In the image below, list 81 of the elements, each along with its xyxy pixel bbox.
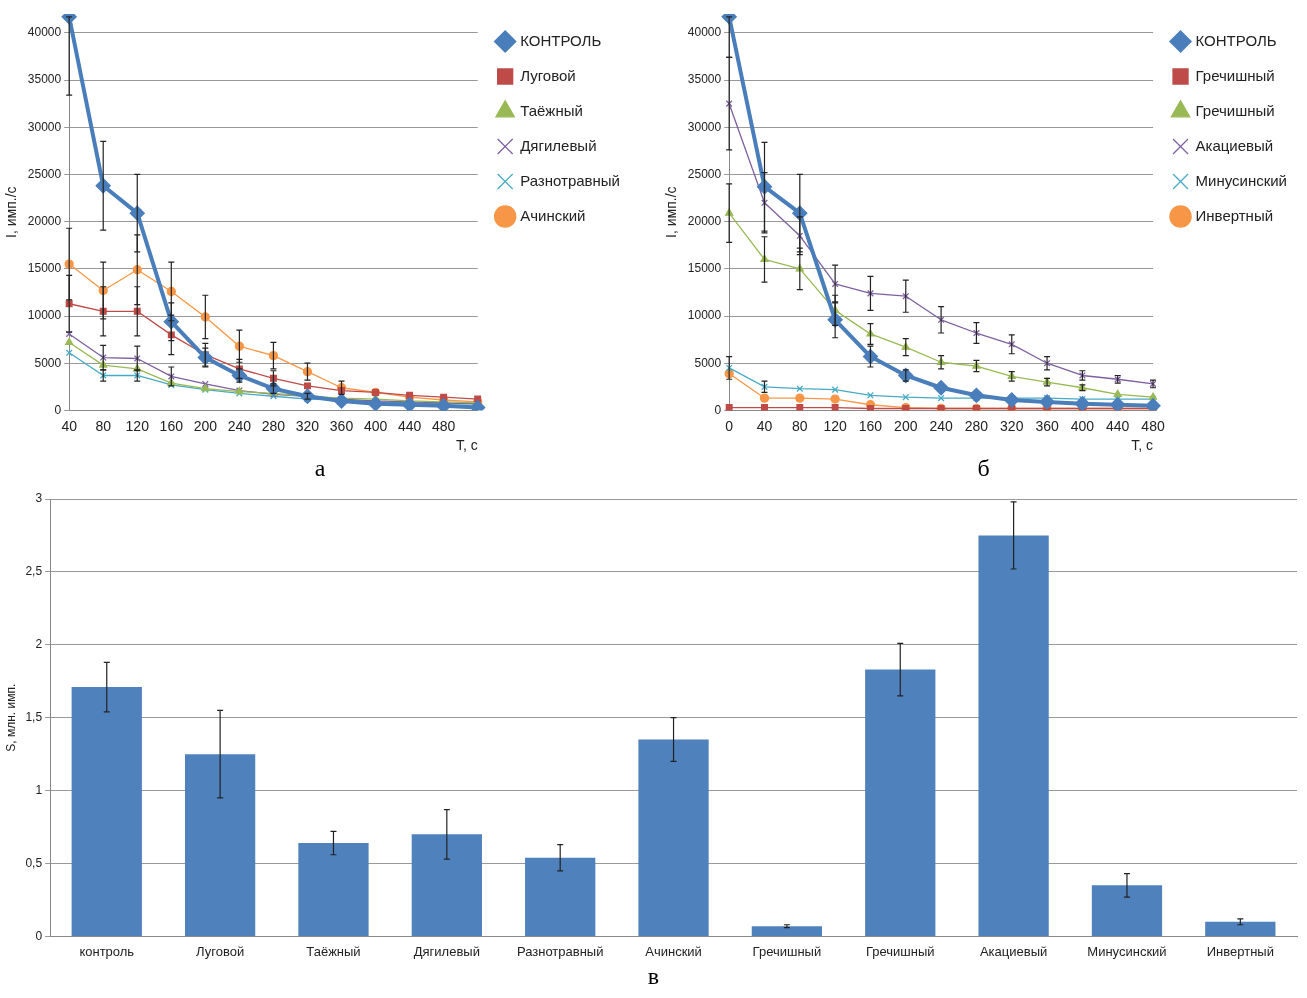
y-tick-label: 20000 xyxy=(27,213,62,228)
x-tick-label: Ачинский xyxy=(645,943,702,959)
y-axis-title: I, имп./с xyxy=(3,186,20,238)
x-tick-label: 360 xyxy=(329,417,354,434)
text: в xyxy=(646,963,661,990)
legend-label: КОНТРОЛЬ xyxy=(520,31,602,49)
x-tick-label: Акациевый xyxy=(979,943,1048,959)
legend-label: Разнотравный xyxy=(520,171,621,189)
x-tick-label: 280 xyxy=(261,417,286,434)
legend-label: Минусинский xyxy=(1195,171,1288,189)
y-tick-label: 30000 xyxy=(27,119,62,134)
x-tick-label: 440 xyxy=(397,417,422,434)
y-axis-title: I, имп./с xyxy=(663,186,680,238)
legend-label: Акациевый xyxy=(1195,136,1274,154)
y-tick-label: 5000 xyxy=(34,355,62,370)
x-tick-label: Таёжный xyxy=(306,943,361,959)
x-tick-label: Дягилевый xyxy=(413,943,480,959)
x-tick-label: 280 xyxy=(964,417,989,434)
y-axis-title: S, млн. имп. xyxy=(3,683,18,752)
y-tick-label: 5000 xyxy=(694,355,722,370)
y-tick-label: 40000 xyxy=(687,25,722,40)
x-tick-label: Гречишный xyxy=(865,943,935,959)
x-tick-label: Инвертный xyxy=(1206,943,1274,959)
y-tick-label: 0,5 xyxy=(25,855,43,870)
y-tick-label: 2,5 xyxy=(25,564,43,579)
legend-label: Инвертный xyxy=(1195,206,1274,224)
x-tick-label: 120 xyxy=(823,417,848,434)
x-tick-label: 320 xyxy=(295,417,320,434)
text: а xyxy=(313,455,327,482)
y-tick-label: 25000 xyxy=(27,166,62,181)
legend-label: Таёжный xyxy=(520,101,583,119)
y-tick-label: 1,5 xyxy=(25,710,43,725)
y-tick-label: 35000 xyxy=(687,72,722,87)
y-tick-label: 0 xyxy=(54,402,62,417)
y-tick-label: 0 xyxy=(714,402,722,417)
x-axis-title: T, с xyxy=(455,437,478,454)
legend-label: Ачинский xyxy=(520,206,586,224)
y-tick-label: 35000 xyxy=(27,72,62,87)
x-tick-label: 440 xyxy=(1106,417,1130,434)
x-tick-label: Гречишный xyxy=(752,943,822,959)
y-tick-label: 10000 xyxy=(687,308,722,323)
x-tick-label: 360 xyxy=(1035,417,1059,434)
legend-label: Гречишный xyxy=(1195,66,1275,84)
x-tick-label: 40 xyxy=(61,417,78,434)
y-tick-label: 2 xyxy=(35,637,43,652)
x-tick-label: 160 xyxy=(159,417,184,434)
y-tick-label: 25000 xyxy=(687,166,722,181)
x-tick-label: 200 xyxy=(193,417,218,434)
x-tick-label: Луговой xyxy=(196,943,245,959)
x-tick-label: Минусинский xyxy=(1087,943,1167,959)
y-tick-label: 1 xyxy=(35,782,43,797)
x-tick-label: контроль xyxy=(79,943,135,959)
x-tick-label: 120 xyxy=(125,417,150,434)
x-tick-label: 240 xyxy=(929,417,953,434)
x-tick-label: 240 xyxy=(227,417,252,434)
y-tick-label: 3 xyxy=(35,491,43,506)
legend-label: Луговой xyxy=(520,66,576,84)
y-tick-label: 20000 xyxy=(687,213,722,228)
x-axis-title: T, с xyxy=(1131,437,1154,454)
x-tick-label: 80 xyxy=(792,417,808,434)
x-tick-label: 40 xyxy=(756,417,773,434)
x-tick-label: 0 xyxy=(725,417,734,434)
x-tick-label: 480 xyxy=(431,417,456,434)
y-tick-label: 30000 xyxy=(687,119,722,134)
x-tick-label: 320 xyxy=(1000,417,1024,434)
y-tick-label: 40000 xyxy=(27,25,62,40)
x-tick-label: 480 xyxy=(1141,417,1165,434)
x-tick-label: 400 xyxy=(363,417,388,434)
legend-label: Гречишный xyxy=(1195,101,1275,119)
x-tick-label: 200 xyxy=(894,417,918,434)
y-tick-label: 0 xyxy=(35,928,43,943)
x-tick-label: 400 xyxy=(1070,417,1095,434)
y-tick-label: 15000 xyxy=(687,261,722,276)
y-tick-label: 15000 xyxy=(27,261,62,276)
x-tick-label: 160 xyxy=(858,417,883,434)
legend-label: Дягилевый xyxy=(520,136,597,154)
x-tick-label: Разнотравный xyxy=(516,943,604,959)
legend-label: КОНТРОЛЬ xyxy=(1195,31,1277,49)
text: б xyxy=(976,455,991,482)
x-tick-label: 80 xyxy=(95,417,112,434)
y-tick-label: 10000 xyxy=(27,308,62,323)
